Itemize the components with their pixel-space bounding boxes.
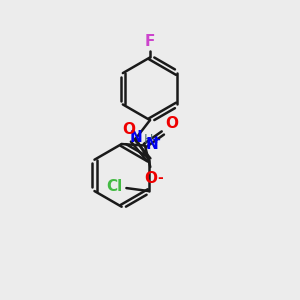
Text: +: + (152, 134, 161, 145)
Text: O: O (165, 116, 178, 131)
Text: N: N (129, 130, 142, 145)
Text: O: O (122, 122, 135, 137)
Text: F: F (145, 34, 155, 49)
Text: O: O (144, 171, 157, 186)
Text: H: H (144, 133, 153, 146)
Text: -: - (157, 171, 163, 184)
Text: N: N (146, 136, 158, 152)
Text: Cl: Cl (106, 179, 123, 194)
